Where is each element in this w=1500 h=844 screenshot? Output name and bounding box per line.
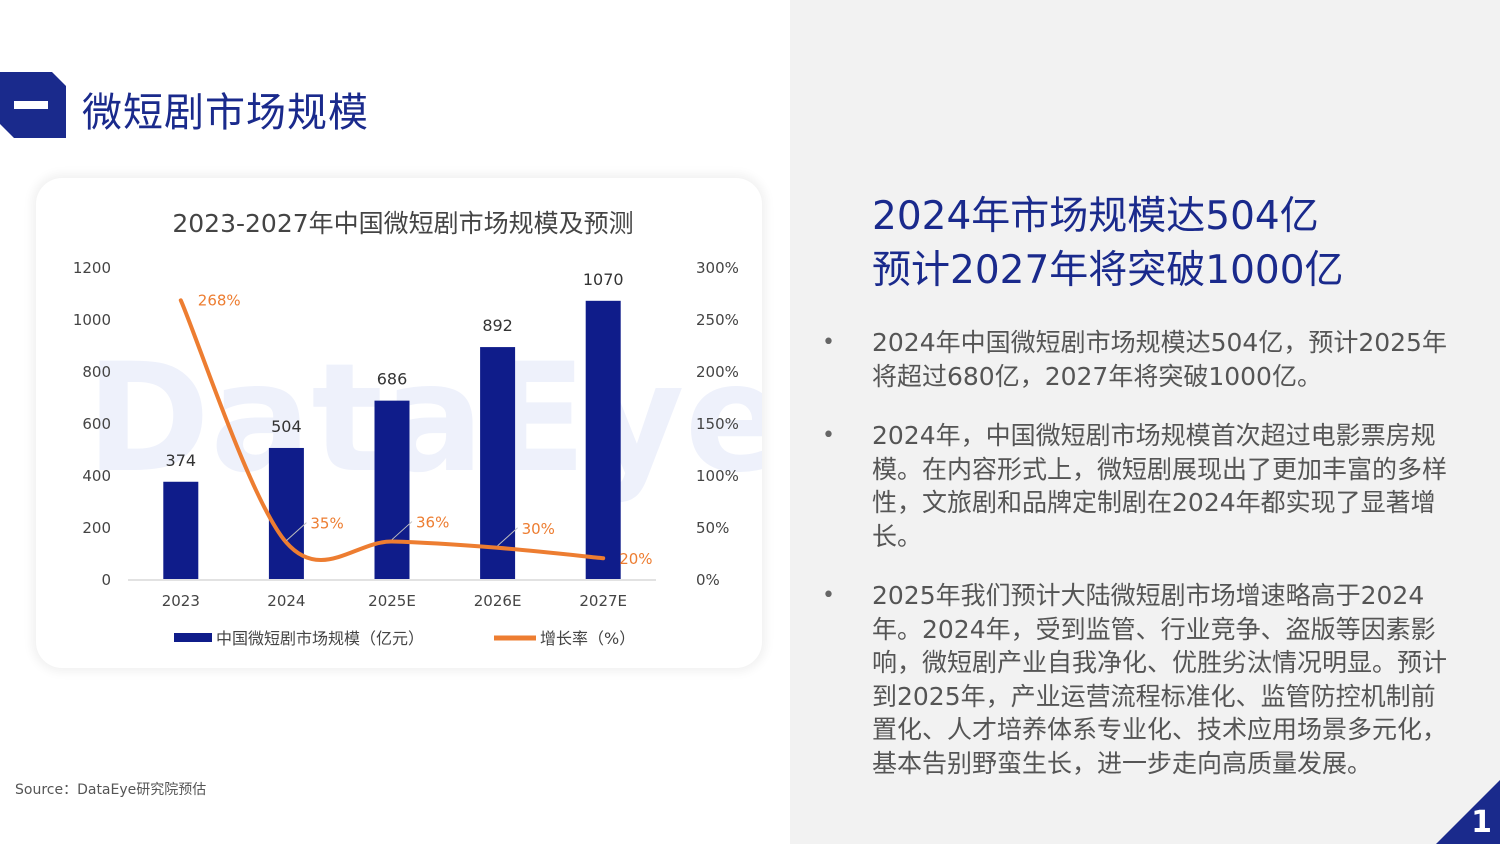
bullet-list: • 2024年中国微短剧市场规模达504亿，预计2025年将超过680亿，202…	[820, 326, 1460, 806]
y-left-tick-label: 1200	[73, 259, 111, 277]
bullet-item: • 2024年中国微短剧市场规模达504亿，预计2025年将超过680亿，202…	[820, 326, 1460, 393]
bullet-text: 2024年，中国微短剧市场规模首次超过电影票房规模。在内容形式上，微短剧展现出了…	[872, 421, 1448, 551]
y-right-tick-label: 100%	[696, 467, 739, 485]
bullet-text: 2025年我们预计大陆微短剧市场增速略高于2024年。2024年，受到监管、行业…	[872, 581, 1448, 778]
growth-line	[178, 298, 606, 563]
page-number: 1	[1471, 805, 1492, 840]
chart-watermark: DataEye	[86, 332, 762, 506]
headline-line-1: 2024年市场规模达504亿	[872, 194, 1319, 239]
y-right-tick-label: 300%	[696, 259, 739, 277]
bullet-dot: •	[822, 583, 835, 608]
right-panel	[790, 0, 1500, 844]
page-corner	[1436, 780, 1500, 844]
y-left-tick-label: 400	[82, 467, 111, 485]
bar	[585, 300, 621, 579]
chart: DataEye 2023-2027年中国微短剧市场规模及预测 0 200 400 60…	[73, 209, 762, 648]
y-right-tick-label: 250%	[696, 311, 739, 329]
bar-value-label: 686	[377, 370, 408, 389]
section-badge	[0, 72, 66, 138]
y-left-tick-label: 600	[82, 415, 111, 433]
legend-swatch-bar	[174, 633, 212, 642]
bar-value-label: 892	[482, 316, 513, 335]
bar	[374, 400, 410, 579]
chart-card: DataEye 2023-2027年中国微短剧市场规模及预测 0 200 400 60…	[36, 178, 762, 668]
growth-leader-line	[286, 522, 307, 541]
growth-value-label: 35%	[310, 515, 343, 533]
bullet-item: • 2024年，中国微短剧市场规模首次超过电影票房规模。在内容形式上，微短剧展现…	[820, 419, 1460, 553]
bullet-dot: •	[822, 330, 835, 355]
chart-title: 2023-2027年中国微短剧市场规模及预测	[172, 209, 633, 238]
y-right-tick-label: 50%	[696, 519, 729, 537]
chart-legend: 中国微短剧市场规模（亿元） 增长率（%）	[174, 629, 635, 648]
bar	[480, 347, 516, 579]
y-left-tick-label: 1000	[73, 311, 111, 329]
growth-leader-line	[391, 521, 413, 540]
y-left-tick-label: 0	[101, 571, 111, 589]
bullet-dot: •	[822, 423, 835, 448]
bar-value-label: 1070	[583, 270, 624, 289]
headline: 2024年市场规模达504亿 预计2027年将突破1000亿	[872, 190, 1344, 298]
growth-leader-line	[497, 527, 518, 547]
y-left-tick-label: 200	[82, 519, 111, 537]
bullet-text: 2024年中国微短剧市场规模达504亿，预计2025年将超过680亿，2027年…	[872, 328, 1447, 391]
y-right-tick-label: 0%	[696, 571, 720, 589]
bar	[163, 481, 199, 579]
bar	[268, 447, 304, 579]
x-tick-label: 2024	[267, 592, 305, 610]
headline-line-2: 预计2027年将突破1000亿	[872, 248, 1344, 293]
source-note: Source：DataEye研究院预估	[15, 782, 207, 798]
x-tick-label: 2026E	[474, 592, 522, 610]
bar-value-label: 504	[271, 417, 302, 436]
growth-value-label: 30%	[522, 520, 555, 538]
bar-value-label: 374	[166, 451, 197, 470]
section-title: 微短剧市场规模	[82, 90, 369, 136]
bullet-item: • 2025年我们预计大陆微短剧市场增速略高于2024年。2024年，受到监管、…	[820, 579, 1460, 780]
y-right-tick-label: 200%	[696, 363, 739, 381]
growth-value-label: 20%	[619, 550, 652, 568]
growth-value-label: 268%	[198, 291, 241, 309]
growth-value-label: 36%	[416, 514, 449, 532]
legend-label-bar: 中国微短剧市场规模（亿元）	[216, 629, 424, 648]
x-tick-label: 2027E	[579, 592, 627, 610]
x-tick-label: 2023	[162, 592, 200, 610]
y-left-tick-label: 800	[82, 363, 111, 381]
legend-label-line: 增长率（%）	[540, 629, 635, 648]
y-right-tick-label: 150%	[696, 415, 739, 433]
x-tick-label: 2025E	[368, 592, 416, 610]
plot-area: 0 200 400 600 800 1000 1200 0% 50% 100% 150% 200% 25…	[73, 259, 739, 610]
